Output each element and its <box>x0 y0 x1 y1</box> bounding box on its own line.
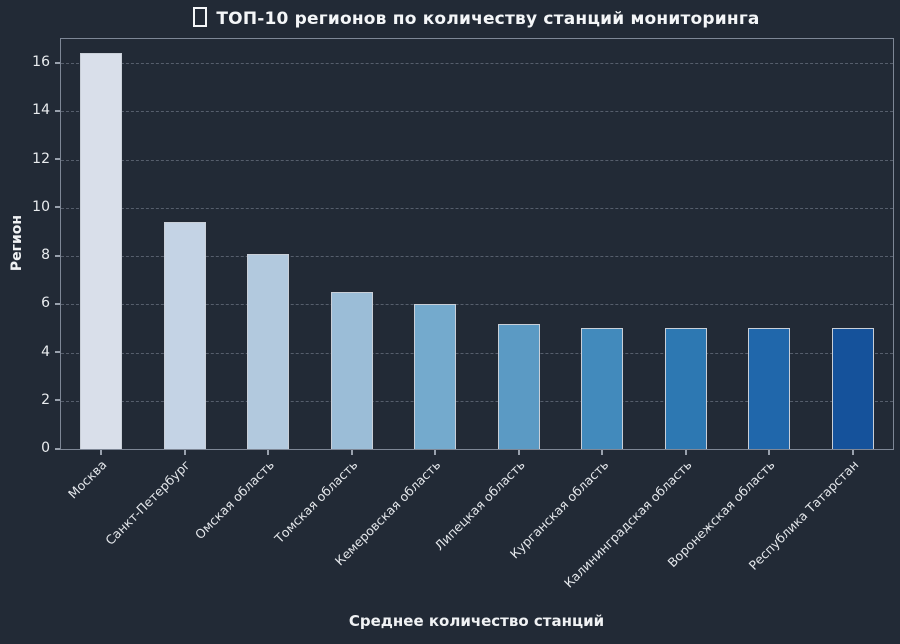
x-axis-label: Среднее количество станций <box>348 612 605 630</box>
x-tick-mark <box>183 450 186 455</box>
grid-line <box>61 207 893 209</box>
bar-Москва <box>80 53 122 449</box>
bar-Томская область <box>330 292 373 449</box>
y-tick-mark <box>55 302 60 305</box>
grid-line <box>61 63 893 65</box>
grid-line <box>61 159 893 161</box>
x-tick-label: Москва <box>65 457 110 502</box>
x-tick-label: Липецкая область <box>431 457 528 554</box>
trophy-emoji-missing-glyph-icon <box>193 7 208 27</box>
y-tick-label: 0 <box>41 440 50 456</box>
bar-Курганская область <box>581 328 624 449</box>
x-tick-mark <box>267 450 270 455</box>
y-tick-label: 4 <box>41 343 50 360</box>
chart-title: ТОП-10 регионов по количеству станций мо… <box>60 7 893 29</box>
y-tick-mark <box>55 447 60 450</box>
plot-area <box>60 38 894 450</box>
grid-line <box>61 352 893 354</box>
x-tick-mark <box>684 450 687 455</box>
y-tick-label: 8 <box>41 247 50 264</box>
y-tick-mark <box>55 206 60 209</box>
bar-Липецкая область <box>497 323 540 449</box>
chart-title-text: ТОП-10 регионов по количеству станций мо… <box>216 9 760 29</box>
x-tick-mark <box>852 450 854 455</box>
y-tick-label: 14 <box>32 102 50 119</box>
bar-Кемеровская область <box>414 304 457 449</box>
y-tick-label: 16 <box>32 54 50 71</box>
x-tick-mark <box>601 450 604 455</box>
y-tick-mark <box>55 109 60 112</box>
x-tick-label: Омская область <box>191 457 277 543</box>
x-tick-label: Томская область <box>271 457 361 546</box>
x-tick-mark <box>768 450 771 455</box>
grid-line <box>61 304 893 306</box>
y-tick-mark <box>55 61 60 64</box>
bar-Калининградская область <box>664 328 707 449</box>
y-tick-label: 6 <box>41 295 50 312</box>
x-tick-mark <box>434 450 437 455</box>
y-tick-mark <box>55 399 60 402</box>
y-tick-label: 12 <box>32 150 50 167</box>
grid-line <box>61 256 893 258</box>
grid-line <box>61 111 893 113</box>
x-tick-mark <box>517 450 520 455</box>
y-tick-mark <box>55 158 60 161</box>
x-tick-label: Санкт-Петербург <box>102 457 194 548</box>
bar-Республика Татарстан <box>832 328 874 449</box>
y-tick-label: 10 <box>32 198 50 215</box>
bar-Омская область <box>247 253 290 449</box>
x-tick-mark <box>350 450 353 455</box>
bar-Санкт-Петербург <box>163 222 206 449</box>
y-tick-label: 2 <box>41 391 50 408</box>
bar-Воронежская область <box>748 328 791 449</box>
x-tick-mark <box>100 450 102 455</box>
y-tick-mark <box>55 351 60 354</box>
y-tick-mark <box>55 254 60 257</box>
grid-line <box>61 400 893 402</box>
